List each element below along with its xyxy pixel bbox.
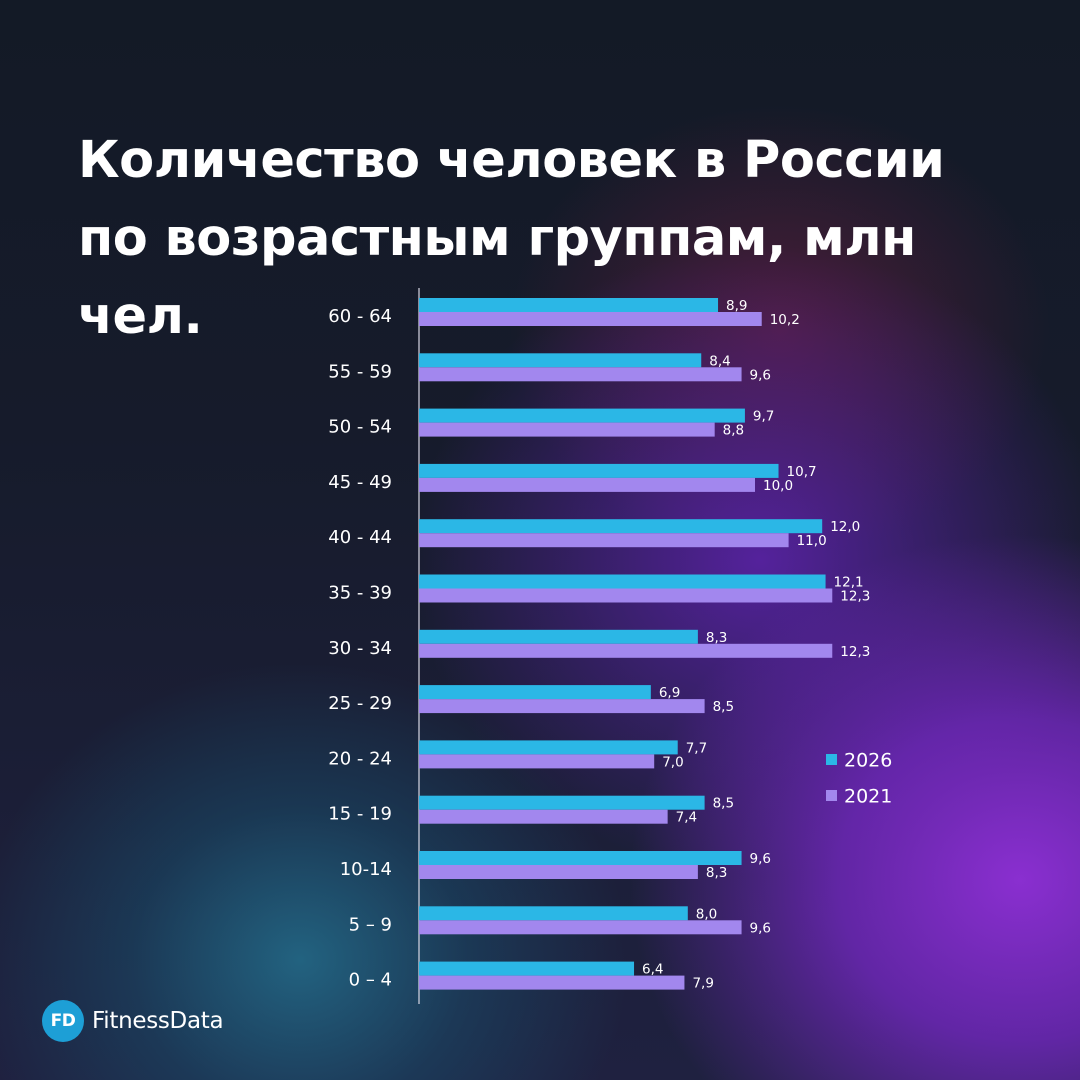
category-label: 60 - 64 <box>328 306 392 327</box>
data-label: 11,0 <box>797 533 827 549</box>
bar-2026 <box>419 408 745 423</box>
brand-logo: FD FitnessData <box>42 1000 224 1042</box>
data-label: 10,2 <box>770 312 800 328</box>
legend-label: 2026 <box>844 750 892 772</box>
data-label: 8,9 <box>726 298 747 314</box>
data-label: 7,7 <box>686 740 707 756</box>
chart-title: Количество человек в России по возрастны… <box>78 131 945 346</box>
bar-2026 <box>419 795 705 810</box>
data-label: 8,0 <box>696 906 717 922</box>
category-label: 10-14 <box>340 859 392 880</box>
data-label: 9,6 <box>750 367 771 383</box>
data-label: 6,4 <box>642 962 663 978</box>
category-label: 5 – 9 <box>349 914 392 935</box>
data-label: 6,9 <box>659 685 680 701</box>
bar-2026 <box>419 629 698 644</box>
bar-2026 <box>419 353 702 368</box>
bar-2026 <box>419 851 742 865</box>
data-label: 8,3 <box>706 865 727 881</box>
bar-2021 <box>419 920 742 935</box>
data-label: 10,0 <box>763 478 793 494</box>
category-label: 50 - 54 <box>328 417 392 438</box>
data-label: 8,5 <box>713 699 734 715</box>
legend-label: 2021 <box>844 786 892 808</box>
bar-2026 <box>419 685 651 700</box>
bar-2021 <box>419 809 668 824</box>
bar-2021 <box>419 975 685 990</box>
bar-2021 <box>419 477 755 492</box>
data-label: 7,9 <box>692 976 713 992</box>
legend-swatch <box>826 790 837 801</box>
bar-2021 <box>419 754 655 769</box>
data-label: 8,4 <box>709 353 730 369</box>
data-label: 7,0 <box>662 754 683 770</box>
bars-group: 60 - 64 8,9 10,2 55 - 59 8,4 9,6 50 - 54 9,7 8,8… <box>328 298 870 992</box>
data-label: 12,3 <box>840 644 870 660</box>
bar-2021 <box>419 422 715 437</box>
data-label: 7,4 <box>676 810 697 826</box>
bar-2026 <box>419 519 823 534</box>
bar-2026 <box>419 740 678 755</box>
brand-badge: FD <box>42 1000 84 1042</box>
data-label: 12,1 <box>834 575 864 591</box>
category-label: 55 - 59 <box>328 361 392 382</box>
data-label: 9,6 <box>750 851 771 867</box>
category-label: 30 - 34 <box>328 638 392 659</box>
legend-swatch <box>826 754 837 765</box>
data-label: 12,3 <box>840 589 870 605</box>
category-label: 25 - 29 <box>328 693 392 714</box>
category-label: 35 - 39 <box>328 583 392 604</box>
bar-2021 <box>419 699 705 714</box>
bar-2021 <box>419 312 762 326</box>
category-label: 40 - 44 <box>328 527 392 548</box>
bar-2026 <box>419 906 688 921</box>
data-label: 9,6 <box>750 920 771 936</box>
data-label: 8,8 <box>723 423 744 439</box>
bar-2026 <box>419 463 779 478</box>
category-label: 15 - 19 <box>328 804 392 825</box>
bar-2026 <box>419 298 719 312</box>
bar-2021 <box>419 533 789 548</box>
category-label: 20 - 24 <box>328 748 392 769</box>
bar-2021 <box>419 865 698 879</box>
bar-2021 <box>419 643 833 658</box>
data-label: 8,3 <box>706 630 727 646</box>
category-label: 45 - 49 <box>328 472 392 493</box>
data-label: 12,0 <box>830 519 860 535</box>
bar-2026 <box>419 961 635 976</box>
category-label: 0 – 4 <box>349 970 392 991</box>
legend: 2026 2021 <box>826 750 892 808</box>
data-label: 9,7 <box>753 409 774 425</box>
data-label: 8,5 <box>713 796 734 812</box>
data-label: 10,7 <box>787 464 817 480</box>
brand-name: FitnessData <box>92 1008 224 1034</box>
bar-2021 <box>419 367 742 382</box>
bar-2021 <box>419 588 833 603</box>
bar-2026 <box>419 574 826 589</box>
